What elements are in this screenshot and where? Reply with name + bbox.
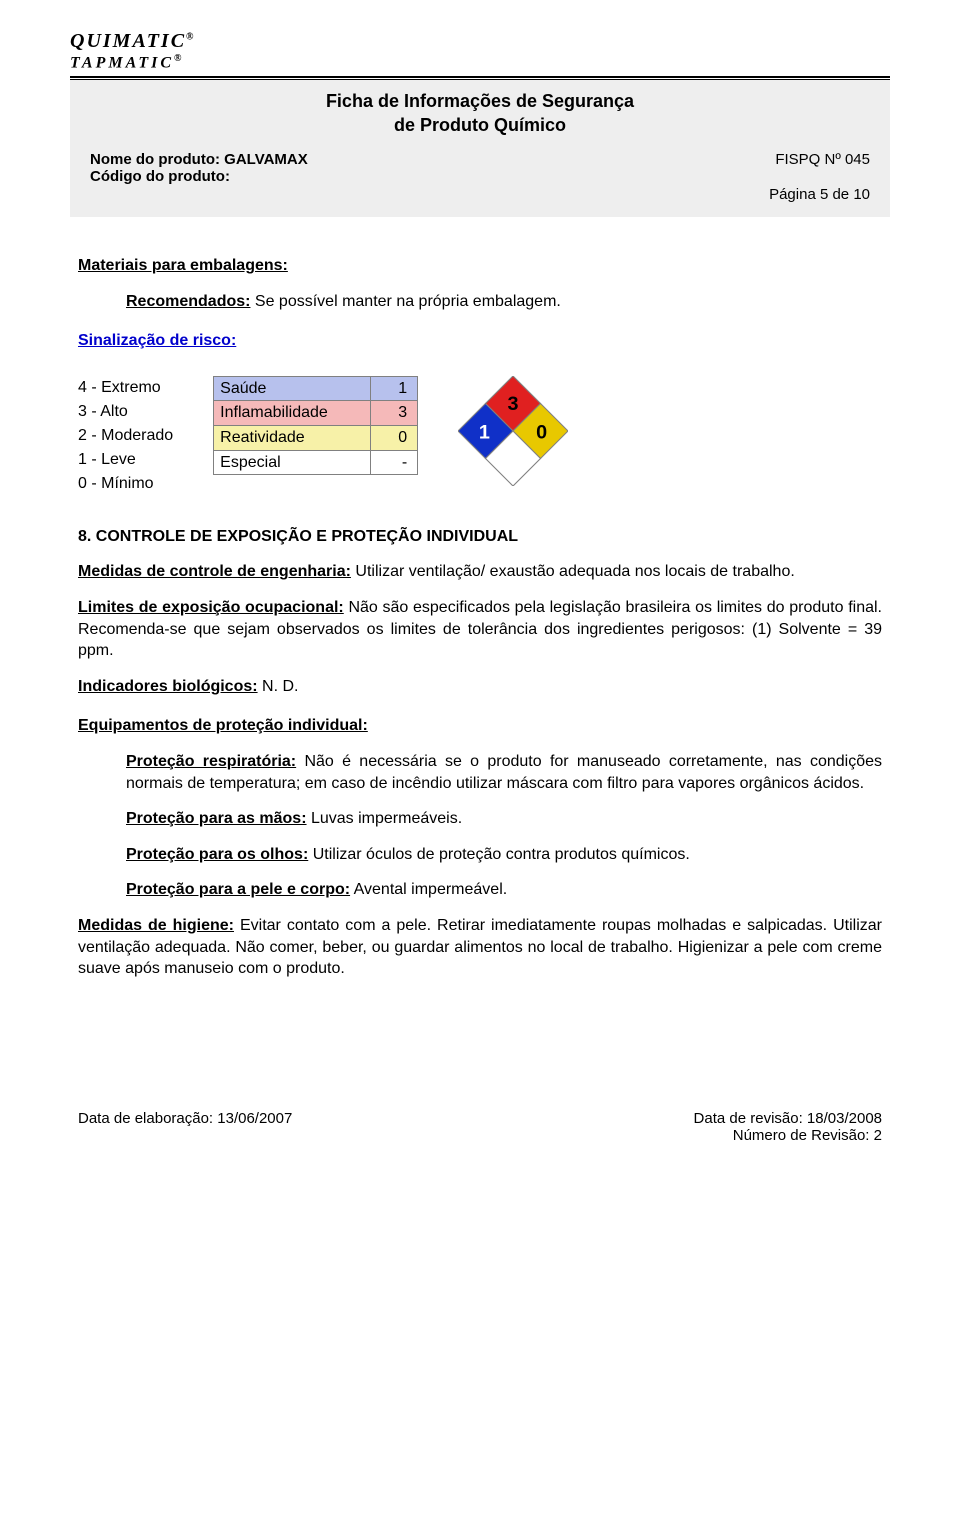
footer-elab: Data de elaboração: 13/06/2007 — [78, 1110, 292, 1144]
exposure-limits: Limites de exposição ocupacional: Não sã… — [78, 597, 882, 662]
content: Materiais para embalagens: Recomendados:… — [70, 217, 890, 980]
svg-text:0: 0 — [536, 421, 547, 443]
recommended: Recomendados: Se possível manter na próp… — [126, 291, 882, 313]
page: QUIMATIC® TAPMATIC® Ficha de Informações… — [0, 0, 960, 1184]
epi-heading: Equipamentos de proteção individual: — [78, 715, 882, 737]
eyes-protection: Proteção para os olhos: Utilizar óculos … — [126, 844, 882, 866]
risk-heading: Sinalização de risco: — [78, 330, 882, 352]
risk-legend: 4 - Extremo 3 - Alto 2 - Moderado 1 - Le… — [78, 376, 173, 496]
footer-rev: Data de revisão: 18/03/2008 Número de Re… — [694, 1110, 882, 1144]
risk-table: Saúde1Inflamabilidade3Reatividade0Especi… — [213, 376, 418, 475]
divider — [70, 76, 890, 78]
hands-protection: Proteção para as mãos: Luvas impermeávei… — [126, 808, 882, 830]
svg-text:3: 3 — [508, 393, 519, 415]
footer: Data de elaboração: 13/06/2007 Data de r… — [70, 1110, 890, 1144]
header: Ficha de Informações de Segurança de Pro… — [70, 80, 890, 217]
hygiene: Medidas de higiene: Evitar contato com a… — [78, 915, 882, 980]
logo-line2: TAPMATIC® — [70, 53, 890, 72]
materials-heading: Materiais para embalagens: — [78, 255, 882, 277]
logo-line1: QUIMATIC® — [70, 30, 890, 53]
engineering-controls: Medidas de controle de engenharia: Utili… — [78, 561, 882, 583]
section8-heading: 8. CONTROLE DE EXPOSIÇÃO E PROTEÇÃO INDI… — [78, 526, 882, 548]
logo-block: QUIMATIC® TAPMATIC® — [70, 30, 890, 72]
risk-signaling: 4 - Extremo 3 - Alto 2 - Moderado 1 - Le… — [78, 376, 882, 496]
nfpa-diamond: 30 1 — [458, 376, 568, 486]
resp-protection: Proteção respiratória: Não é necessária … — [126, 751, 882, 794]
bio-indicators: Indicadores biológicos: N. D. — [78, 676, 882, 698]
svg-text:1: 1 — [479, 421, 490, 443]
header-info: Nome do produto: GALVAMAX Código do prod… — [90, 151, 870, 203]
skin-protection: Proteção para a pele e corpo: Avental im… — [126, 879, 882, 901]
doc-title: Ficha de Informações de Segurança de Pro… — [90, 90, 870, 137]
